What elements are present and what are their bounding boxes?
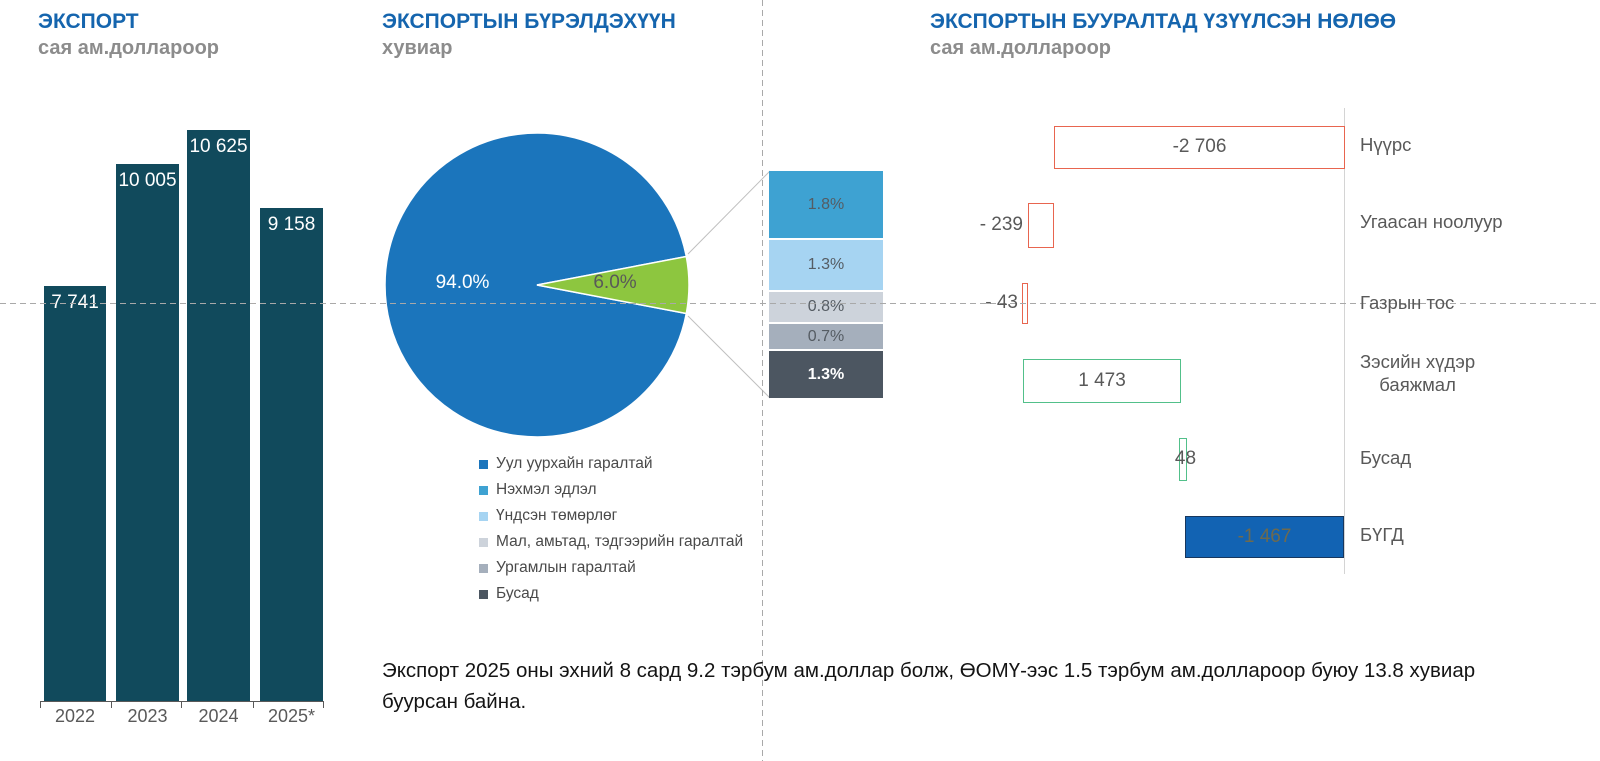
legend-item-base-metals: Үндсэн төмөрлөг [479,503,743,529]
bar-2023-value: 10 005 [118,170,177,191]
gridline-horizontal-dashed [0,303,1600,304]
legend-item-mining: Уул уурхайн гаралтай [479,451,743,477]
breakdown-segment-other: 1.3% [769,351,883,398]
x-label-2024: 2024 [198,706,239,726]
breakdown-segment-base-metals: 1.3% [769,240,883,290]
x-axis-tick [181,701,182,708]
divider-vertical-dashed [762,0,763,761]
waterfall-value-coal: -2 706 [1172,136,1227,157]
waterfall-value-copper: 1 473 [1078,370,1126,391]
legend-item-animal: Мал, амьтад, тэдгээрийн гаралтай [479,529,743,555]
x-axis-tick [253,701,254,708]
legend-item-other: Бусад [479,581,743,607]
pie-breakdown-connectors [687,170,771,399]
connector-line-bottom [687,315,771,399]
composition-chart-title: ЭКСПОРТЫН БҮРЭЛДЭХҮҮН [382,10,676,33]
legend-swatch-icon [479,459,488,469]
breakdown-segment-animal-label: 0.8% [807,298,845,315]
legend-label: Ургамлын гаралтай [496,559,636,576]
waterfall-value-oil: - 43 [985,292,1018,313]
footnote-text: Экспорт 2025 оны эхний 8 сард 9.2 тэрбум… [382,659,1476,713]
waterfall-label-other: Бусад [1360,447,1412,468]
legend-label: Уул уурхайн гаралтай [496,455,653,472]
waterfall-label-oil: Газрын тос [1360,292,1455,313]
waterfall-label-total: БҮГД [1360,524,1404,545]
waterfall-bar-cashmere [1028,203,1054,248]
breakdown-segment-plant-label: 0.7% [807,327,845,345]
breakdown-segment-base-metals-label: 1.3% [807,256,845,273]
legend-label: Үндсэн төмөрлөг [496,507,618,524]
legend-swatch-icon [479,511,488,521]
waterfall-label-coal: Нүүрс [1360,134,1412,155]
x-axis-tick [111,701,112,708]
legend-swatch-icon [479,485,488,495]
legend-swatch-icon [479,563,488,573]
bar-2023: 10 005 [116,164,179,701]
x-axis-tick [40,701,41,708]
waterfall-bar-total [1185,516,1344,558]
bar-2022-value: 7 741 [51,292,99,313]
export-chart-subtitle: сая ам.доллароор [38,37,220,59]
legend-swatch-icon [479,537,488,547]
pie-label-other: 6.0% [593,272,637,293]
pie-label-mining: 94.0% [435,272,490,293]
x-label-2025: 2025* [267,706,316,726]
x-axis-line [40,701,324,702]
x-label-2023: 2023 [127,706,168,726]
bar-2024: 10 625 [187,130,250,701]
waterfall-bar-coal [1054,126,1345,169]
bar-2025-value: 9 158 [267,214,316,235]
export-chart-title: ЭКСПОРТ [38,10,139,33]
impact-chart-title: ЭКСПОРТЫН БУУРАЛТАД ҮЗҮҮЛСЭН НӨЛӨӨ [930,10,1397,33]
pie-slice-other [536,255,690,315]
impact-chart-subtitle: сая ам.доллароор [930,37,1112,59]
breakdown-segment-animal: 0.8% [769,292,883,322]
x-axis-tick [323,701,324,708]
waterfall-bar-other [1179,438,1187,481]
legend-item-plant: Ургамлын гаралтай [479,555,743,581]
waterfall-label-copper: Зэсийн хүдэр баяжмал [1360,351,1476,395]
legend-label: Бусад [496,585,539,602]
pie-slice-mining [384,132,688,438]
waterfall-label-cashmere: Угаасан ноолуур [1360,211,1503,232]
waterfall-bar-copper [1023,359,1181,403]
waterfall-baseline-axis [1344,108,1345,574]
waterfall-value-other: 48 [1174,448,1197,469]
bar-2024-value: 10 625 [189,136,248,157]
connector-line-top [687,170,771,255]
legend-label: Нэхмэл эдлэл [496,481,597,498]
legend-item-textiles: Нэхмэл эдлэл [479,477,743,503]
pie-legend: Уул уурхайн гаралтай Нэхмэл эдлэл Үндсэн… [479,451,743,607]
breakdown-segment-textiles: 1.8% [769,171,883,238]
x-label-2022: 2022 [54,706,96,726]
waterfall-value-cashmere: - 239 [979,214,1023,235]
composition-chart-subtitle: хувиар [382,37,453,59]
legend-label: Мал, амьтад, тэдгээрийн гаралтай [496,533,744,550]
legend-swatch-icon [479,589,488,599]
breakdown-segment-other-label: 1.3% [807,365,845,383]
breakdown-segment-textiles-label: 1.8% [807,195,845,213]
bar-2025: 9 158 [260,208,323,701]
waterfall-value-total: -1 467 [1237,526,1292,547]
breakdown-segment-plant: 0.7% [769,324,883,349]
pie-chart [384,132,690,438]
bar-2022: 7 741 [44,286,106,701]
